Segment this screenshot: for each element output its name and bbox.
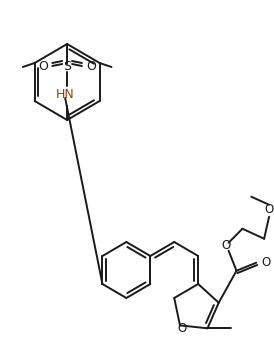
Text: HN: HN: [56, 87, 75, 100]
Text: O: O: [177, 322, 187, 335]
Text: S: S: [63, 59, 71, 72]
Text: O: O: [264, 203, 274, 216]
Text: O: O: [39, 59, 48, 72]
Text: O: O: [261, 256, 270, 269]
Text: O: O: [221, 239, 230, 252]
Text: O: O: [86, 59, 96, 72]
